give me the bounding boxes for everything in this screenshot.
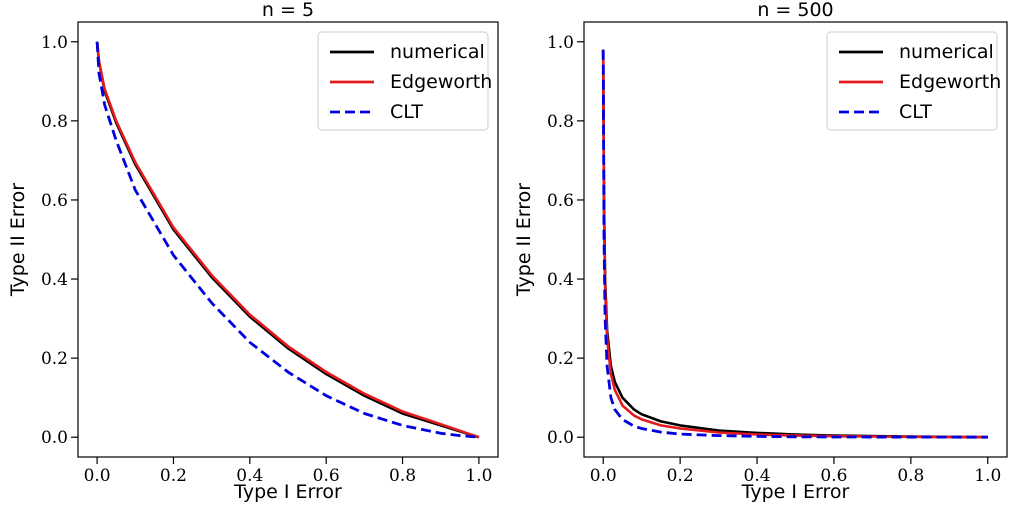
x-tick-label: 0.0 xyxy=(590,466,617,486)
x-tick-label: 0.6 xyxy=(820,466,847,486)
x-tick-label: 0.8 xyxy=(897,466,924,486)
y-tick-label: 1.0 xyxy=(547,33,574,53)
x-axis-label: Type I Error xyxy=(741,481,850,503)
x-tick-label: 0.0 xyxy=(84,466,111,486)
chart-panel-1: 0.0 0.2 0.4 0.6 0.8 1.0 0.0 0.2 0.4 0.6 0.8 1.0 n = … xyxy=(7,0,499,503)
series-line-clt xyxy=(601,49,988,439)
legend-label-clt: CLT xyxy=(390,101,423,123)
y-tick-label: 0.6 xyxy=(547,191,574,211)
y-tick-label: 0.8 xyxy=(41,112,68,132)
legend-box xyxy=(317,31,489,131)
legend: numerical Edgeworth CLT xyxy=(826,31,1001,131)
y-tick-label: 1.0 xyxy=(41,33,68,53)
x-tick-label: 0.8 xyxy=(389,466,416,486)
axes-frame xyxy=(77,21,499,458)
x-tick-label: 1.0 xyxy=(974,466,1001,486)
y-tick-label: 0.0 xyxy=(41,428,68,448)
y-tick-label: 0.8 xyxy=(547,112,574,132)
series-line-clt xyxy=(95,41,480,439)
y-tick-label: 0.4 xyxy=(41,270,68,290)
x-tick-label: 0.6 xyxy=(313,466,340,486)
x-tick-label: 0.2 xyxy=(667,466,694,486)
legend-box xyxy=(826,31,998,131)
y-axis-label: Type II Error xyxy=(513,183,535,297)
x-tick-label: 0.4 xyxy=(744,466,771,486)
x-tick-label: 1.0 xyxy=(465,466,492,486)
x-tick-label: 0.4 xyxy=(236,466,263,486)
legend-label-clt: CLT xyxy=(899,101,932,123)
y-tick-label: 0.2 xyxy=(41,349,68,369)
x-axis-label: Type I Error xyxy=(233,481,342,503)
series-line-edgeworth xyxy=(95,41,480,439)
y-axis-label: Type II Error xyxy=(7,183,29,297)
series-group xyxy=(601,49,988,439)
y-tick-label: 0.2 xyxy=(547,349,574,369)
series-group xyxy=(95,41,480,439)
chart-title: n = 500 xyxy=(757,0,833,21)
legend-label-numerical: numerical xyxy=(899,41,994,63)
axes-frame xyxy=(583,21,1008,458)
y-tick-label: 0.4 xyxy=(547,270,574,290)
legend-label-edgeworth: Edgeworth xyxy=(390,71,492,93)
y-tick-label: 0.6 xyxy=(41,191,68,211)
legend-label-edgeworth: Edgeworth xyxy=(899,71,1001,93)
x-tick-label: 0.2 xyxy=(160,466,187,486)
chart-title: n = 5 xyxy=(262,0,314,21)
legend: numerical Edgeworth CLT xyxy=(317,31,492,131)
chart-panel-2: 0.0 0.2 0.4 0.6 0.8 1.0 0.0 0.2 0.4 0.6 0.8 1.0 n = … xyxy=(513,0,1008,503)
y-tick-label: 0.0 xyxy=(547,428,574,448)
legend-label-numerical: numerical xyxy=(390,41,485,63)
